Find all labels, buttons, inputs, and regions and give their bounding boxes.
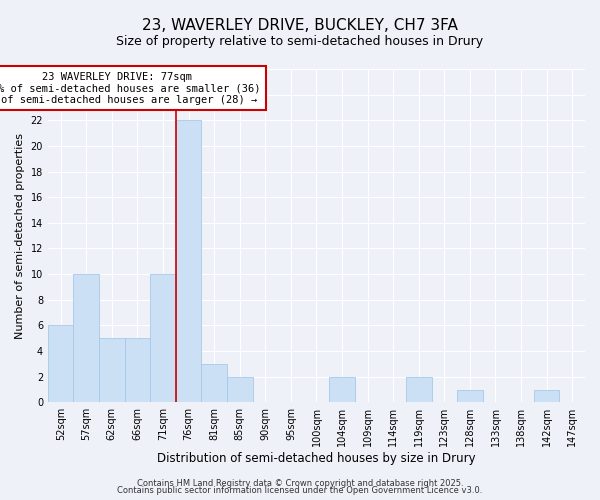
Y-axis label: Number of semi-detached properties: Number of semi-detached properties (15, 132, 25, 338)
X-axis label: Distribution of semi-detached houses by size in Drury: Distribution of semi-detached houses by … (157, 452, 476, 465)
Bar (73, 274, 99, 402)
Bar (48, 326, 73, 402)
Bar (150, 274, 176, 402)
Bar (534, 390, 559, 402)
Bar (125, 338, 150, 402)
Text: Contains HM Land Registry data © Crown copyright and database right 2025.: Contains HM Land Registry data © Crown c… (137, 478, 463, 488)
Text: Contains public sector information licensed under the Open Government Licence v3: Contains public sector information licen… (118, 486, 482, 495)
Bar (176, 120, 202, 402)
Bar (227, 376, 253, 402)
Bar (202, 364, 227, 403)
Bar (457, 390, 482, 402)
Bar (99, 338, 125, 402)
Text: 23 WAVERLEY DRIVE: 77sqm
← 51% of semi-detached houses are smaller (36)
40% of s: 23 WAVERLEY DRIVE: 77sqm ← 51% of semi-d… (0, 72, 261, 105)
Bar (329, 376, 355, 402)
Bar (406, 376, 431, 402)
Text: Size of property relative to semi-detached houses in Drury: Size of property relative to semi-detach… (116, 35, 484, 48)
Text: 23, WAVERLEY DRIVE, BUCKLEY, CH7 3FA: 23, WAVERLEY DRIVE, BUCKLEY, CH7 3FA (142, 18, 458, 32)
